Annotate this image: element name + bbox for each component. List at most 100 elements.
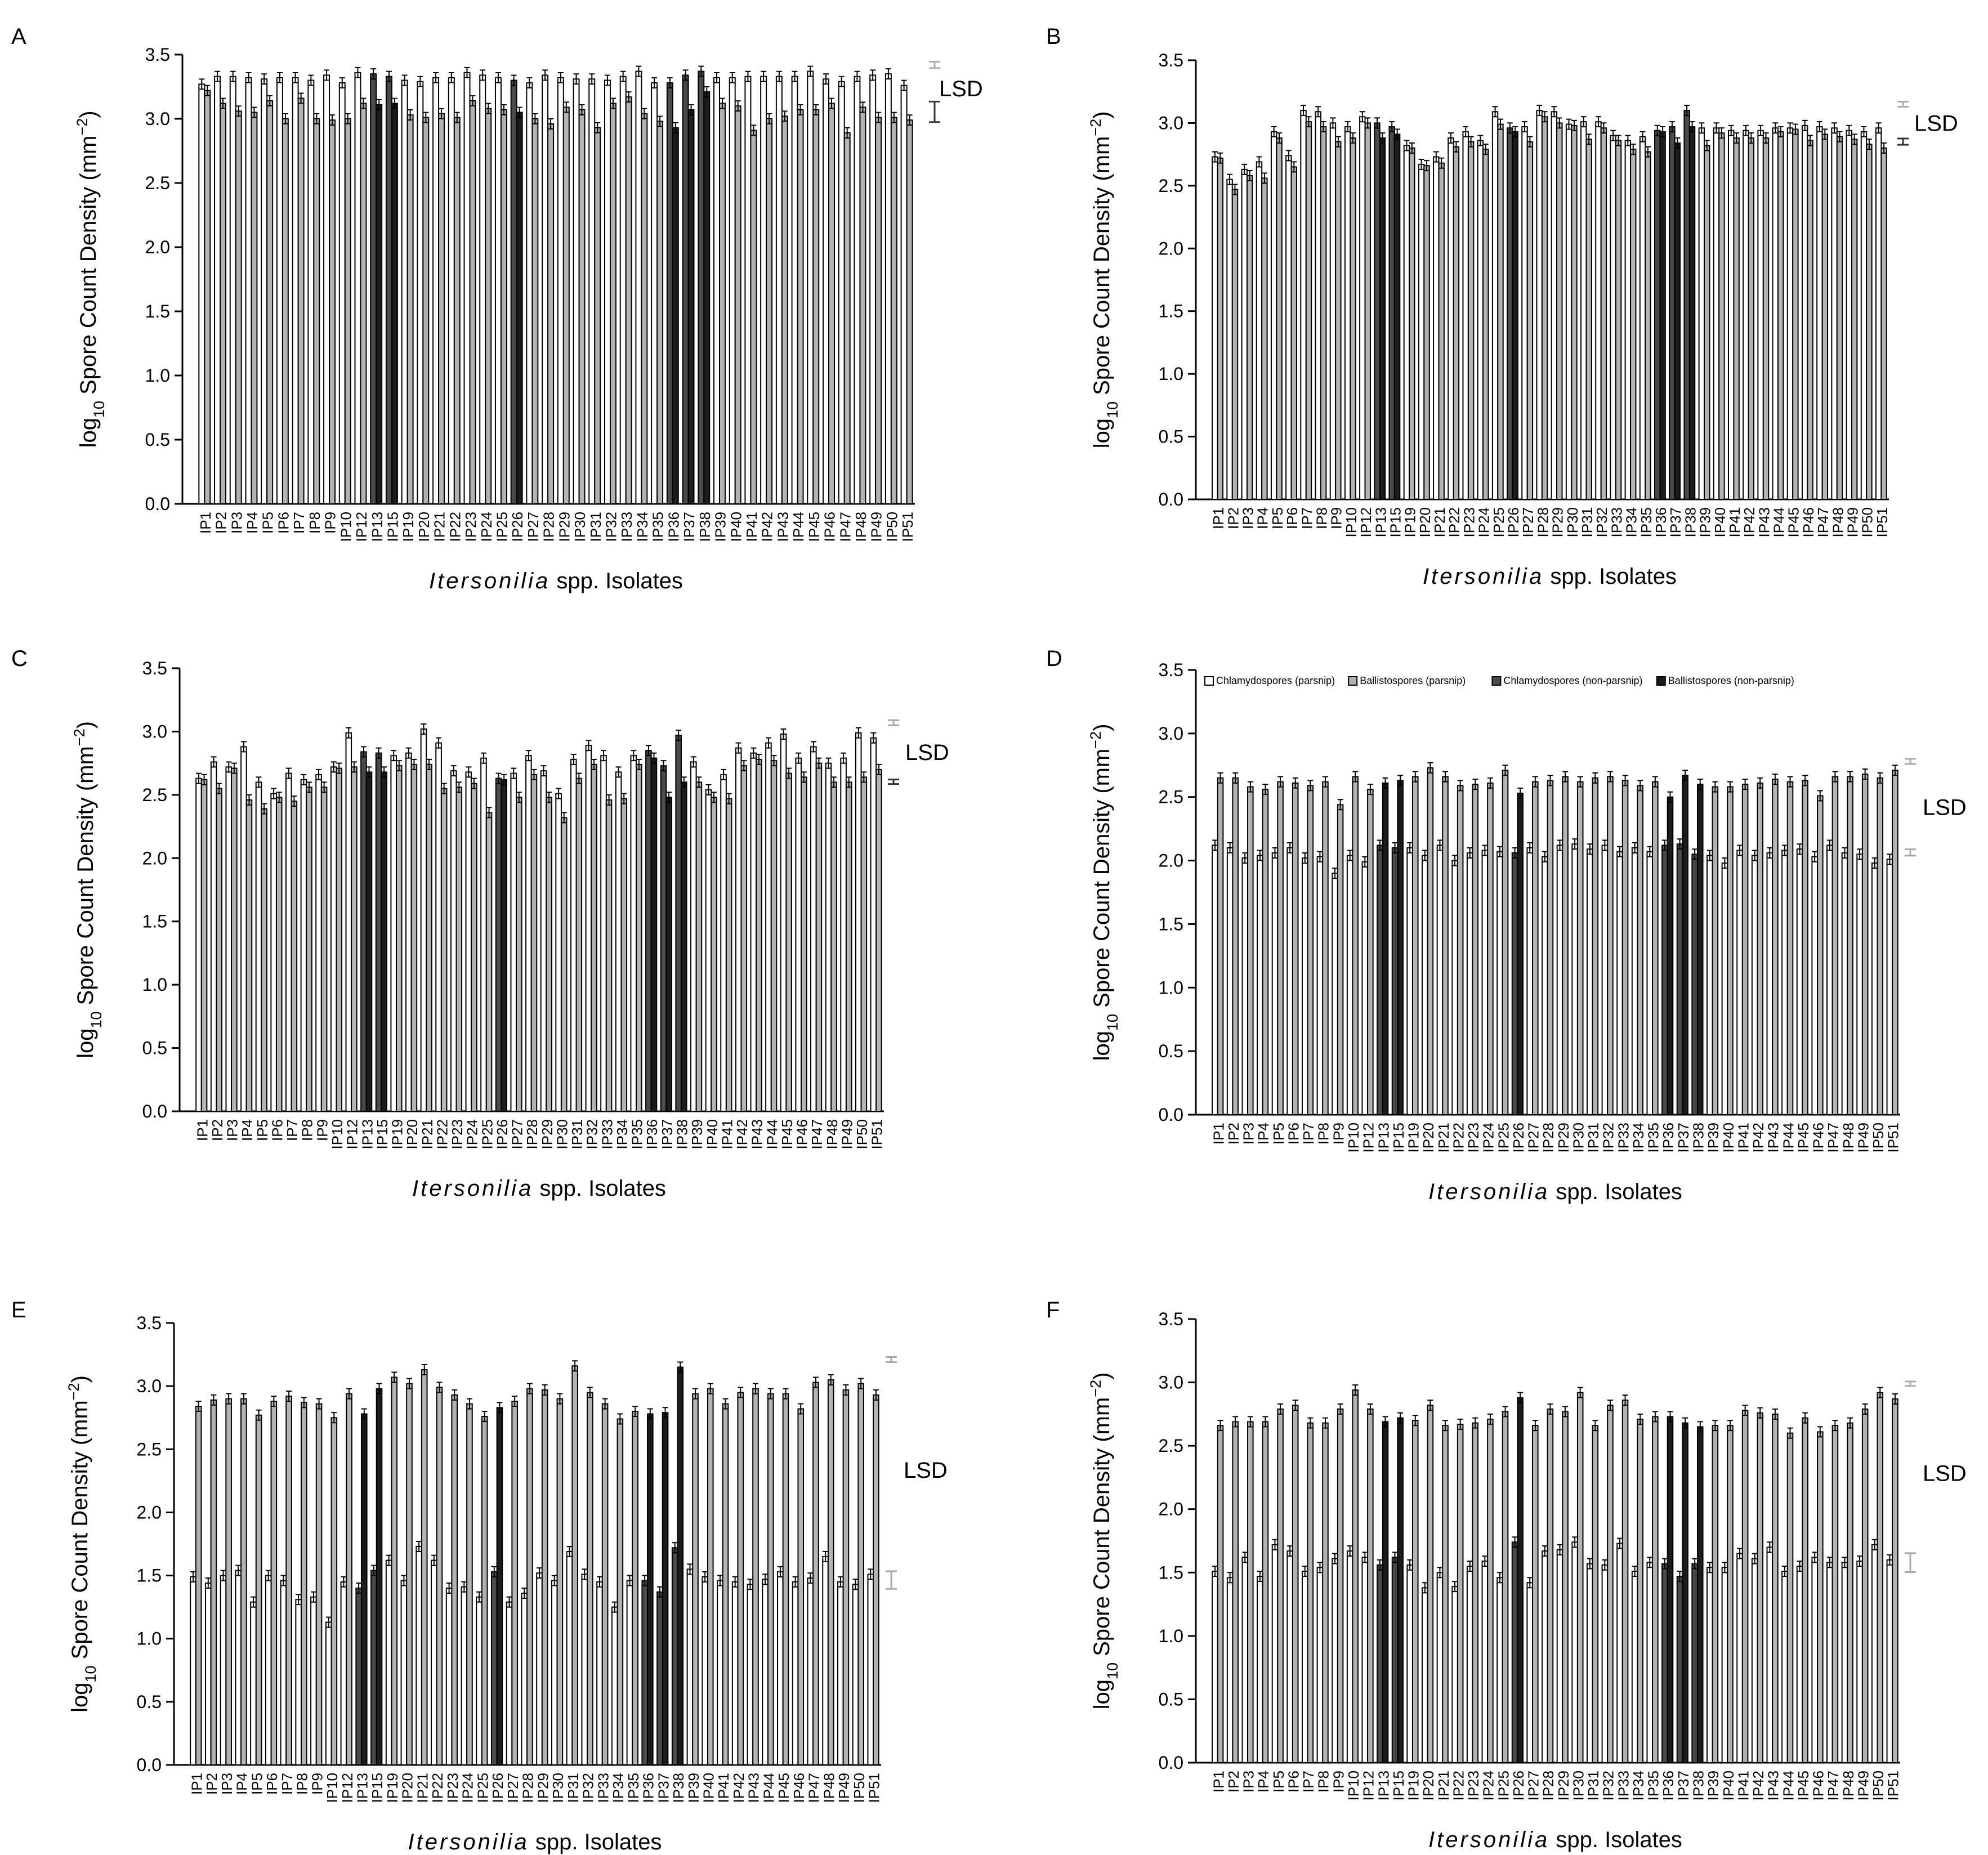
bar-ballistospores-ip29 [1556,122,1563,500]
x-tick-label: IP4 [234,1773,251,1795]
bar-ballistospores-ip6 [1292,1405,1299,1763]
bar-chlamydospores-ip4 [235,1570,242,1766]
bar-chlamydospores-ip51 [870,737,877,1112]
bar-ballistospores-ip27 [531,118,539,504]
x-tick-label: IP33 [1615,1771,1632,1801]
bar-ballistospores-ip23 [1472,784,1479,1115]
x-tick-label: IP1 [194,1119,211,1141]
bar-ballistospores-ip47 [1831,1425,1839,1764]
bar-chlamydospores-ip3 [229,75,236,504]
x-tick-label: IP31 [587,512,604,542]
bar-chlamydospores-ip27 [1526,847,1534,1115]
bar-chlamydospores-ip13 [370,73,377,504]
x-tick-label: IP33 [1615,1123,1632,1153]
x-tick-label: IP19 [1405,1771,1422,1801]
x-tick-label: IP15 [384,512,401,542]
x-tick-label: IP43 [1765,1123,1782,1153]
y-tick-label: 2.0 [142,848,167,868]
bar-chlamydospores-ip32 [1601,844,1609,1115]
bar-ballistospores-ip21 [438,113,445,504]
x-tick-label: IP40 [727,512,744,542]
x-tick-label: IP13 [1375,1771,1392,1801]
bar-ballistospores-ip19 [1411,1420,1419,1763]
x-tick-label: IP44 [763,1119,780,1150]
bar-ballistospores-ip37 [1682,775,1688,1116]
bar-chlamydospores-ip32 [604,79,611,505]
bar-chlamydospores-ip10 [338,82,346,505]
bar-ballistospores-ip39 [695,781,703,1112]
y-tick-label: 3.0 [145,109,170,129]
bar-ballistospores-ip1 [200,779,208,1112]
bar-chlamydospores-ip44 [791,75,798,504]
x-tick-label: IP37 [681,512,698,542]
bar-ballistospores-ip15 [1397,1417,1404,1763]
bar-chlamydospores-ip23 [463,71,471,505]
x-tick-label: IP49 [868,512,885,542]
bar-chlamydospores-ip2 [214,75,221,504]
x-tick-label: IP47 [837,512,854,542]
y-tick-label: 2.5 [145,173,170,193]
y-axis-title: log10 Spore Count Density (mm−2) [65,1375,99,1713]
bar-ballistospores-ip22 [436,1387,443,1765]
bar-ballistospores-ip43 [781,115,788,504]
x-tick-label: IP13 [354,1773,371,1803]
x-tick-label: IP30 [550,1773,566,1803]
bar-ballistospores-ip29 [562,106,570,505]
y-tick-label: 1.0 [142,975,167,995]
x-tick-label: IP7 [284,1119,301,1141]
x-tick-label: IP29 [1555,1771,1572,1801]
x-tick-label: IP19 [384,1773,401,1803]
bar-chlamydospores-ip46 [792,1581,799,1765]
bar-ballistospores-ip25 [481,1415,488,1765]
y-axis-title: log10 Spore Count Density (mm−2) [71,721,105,1058]
y-tick-label: 2.5 [1159,176,1183,196]
bar-ballistospores-ip12 [360,102,367,504]
bar-chlamydospores-ip29 [540,770,547,1112]
bar-ballistospores-ip36 [1667,796,1674,1115]
x-tick-label: IP49 [838,1119,855,1150]
bar-chlamydospores-ip26 [490,1571,498,1765]
bar-chlamydospores-ip40 [705,789,712,1112]
bar-ballistospores-ip28 [526,1388,533,1766]
bar-chlamydospores-ip39 [1698,127,1705,500]
y-tick-label: 0.0 [1159,1753,1183,1773]
bar-chlamydospores-ip25 [1491,111,1499,500]
x-tick-label: IP47 [806,1773,823,1803]
x-tick-label: IP38 [1690,1771,1706,1801]
bar-chlamydospores-ip25 [1496,851,1503,1116]
y-tick-label: 0.5 [1159,1041,1183,1061]
x-tick-label: IP23 [462,512,479,542]
bar-chlamydospores-ip48 [822,1555,829,1765]
bar-chlamydospores-ip15 [1391,847,1399,1115]
bar-chlamydospores-ip47 [810,746,817,1112]
x-tick-label: IP45 [1795,1123,1812,1153]
x-tick-label: IP44 [1780,1123,1797,1153]
x-tick-label: IP29 [1555,1123,1572,1153]
bar-chlamydospores-ip51 [1886,1559,1893,1764]
bar-ballistospores-ip40 [1727,786,1734,1115]
bar-ballistospores-ip32 [1607,1405,1614,1763]
bar-ballistospores-ip48 [1836,136,1843,500]
y-axis-title: log10 Spore Count Density (mm−2) [1087,1373,1121,1710]
x-tick-label: IP24 [1480,1771,1497,1801]
bar-ballistospores-ip24 [1482,149,1489,500]
bar-ballistospores-ip20 [1423,165,1430,500]
bar-chlamydospores-ip22 [1451,860,1458,1115]
x-tick-label: IP44 [1771,507,1788,538]
bar-chlamydospores-ip42 [735,747,742,1112]
bar-chlamydospores-ip48 [1841,1562,1848,1763]
bar-ballistospores-ip39 [1712,786,1719,1115]
bar-ballistospores-ip10 [1352,776,1359,1115]
bar-chlamydospores-ip1 [190,1576,196,1765]
panel-b: B 0.0 0.5 1.0 1.5 2.0 2.5 3.0 3.5 log10 Spore Cou… [1046,24,1958,589]
bar-chlamydospores-ip41 [717,1580,723,1766]
bar-ballistospores-ip37 [687,109,695,505]
bar-chlamydospores-ip45 [807,70,814,504]
x-tick-label: IP7 [279,1773,296,1795]
x-tick-label: IP46 [1810,1123,1827,1153]
bar-ballistospores-ip13 [1382,1421,1389,1763]
bar-ballistospores-ip40 [1727,1425,1734,1764]
x-tick-label: IP2 [1225,1771,1242,1793]
x-tick-label: IP2 [1225,507,1241,529]
y-tick-label: 0.5 [1159,1689,1183,1709]
